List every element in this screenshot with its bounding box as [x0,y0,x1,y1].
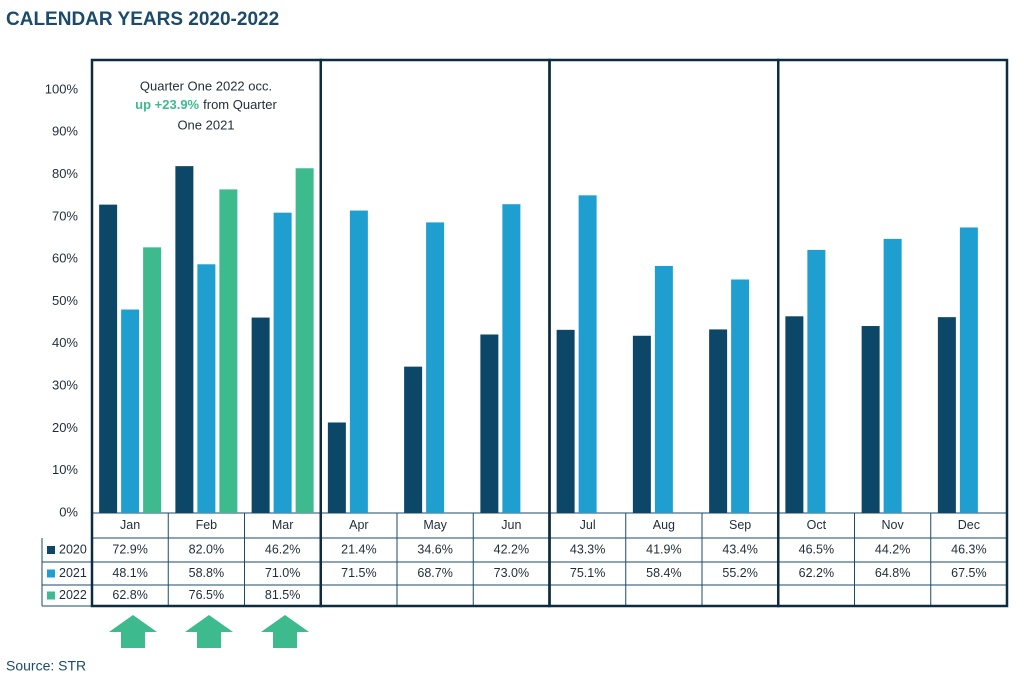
y-tick-label: 100% [45,81,79,96]
bar [937,317,956,513]
bar [654,265,673,513]
data-label: 72.9% [112,542,147,556]
bar [578,195,597,513]
data-label: 42.2% [494,542,529,556]
x-tick-label: Sep [729,518,751,532]
x-tick-label: Jun [501,518,521,532]
bar [502,204,521,513]
x-tick-label: Nov [882,518,905,532]
x-tick-label: Jan [120,518,140,532]
data-label: 76.5% [189,588,224,602]
arrows [109,615,309,648]
annotation: up +23.9% from Quarter [135,97,277,112]
source: Source: STR [6,658,86,674]
legend-label: 2020 [59,542,87,556]
data-label: 43.3% [570,542,605,556]
data-label: 67.5% [951,566,986,580]
bar [709,329,728,513]
data-label: 82.0% [189,542,224,556]
chart-title: CALENDAR YEARS 2020-2022 [6,9,279,30]
bar [251,317,270,513]
data-label: 68.7% [417,566,452,580]
annotation: One 2021 [177,117,234,132]
data-label: 71.5% [341,566,376,580]
y-tick-label: 30% [52,378,78,393]
bar [426,222,445,514]
data-label: 46.2% [265,542,300,556]
data-label: 41.9% [646,542,681,556]
annotation: Quarter One 2022 occ. [140,78,272,93]
bar [273,212,292,514]
data-label: 43.4% [722,542,757,556]
bar [175,166,194,513]
y-tick-label: 60% [52,251,78,266]
x-tick-label: May [423,518,447,532]
bar [121,309,140,513]
data-label: 21.4% [341,542,376,556]
x-tick-label: Oct [807,518,827,532]
data-label: 44.2% [875,542,910,556]
x-tick-label: Feb [196,518,218,532]
legend-label: 2021 [59,566,87,580]
legend-swatch [47,569,55,578]
bar [480,334,499,513]
bar [861,326,880,513]
y-tick-label: 50% [52,293,78,308]
data-label: 48.1% [112,566,147,580]
bar [959,227,978,513]
x-tick-label: Jul [580,518,596,532]
bar [731,279,750,513]
data-label: 73.0% [494,566,529,580]
y-tick-label: 0% [59,504,78,519]
legend-label: 2022 [59,588,87,602]
bar [785,316,804,513]
x-tick-label: Aug [653,518,675,532]
bar [99,204,118,513]
y-tick-label: 90% [52,124,78,139]
data-label: 64.8% [875,566,910,580]
bar [295,168,314,513]
bar [219,189,238,513]
bar [632,335,651,513]
data-label: 58.4% [646,566,681,580]
annotation: from Quarter [203,97,277,112]
bar [197,264,216,513]
data-label: 71.0% [265,566,300,580]
data-label: 55.2% [722,566,757,580]
x-tick-label: Apr [349,518,368,532]
x-tick-label: Dec [958,518,980,532]
bar [556,329,575,513]
arrow [109,615,157,648]
y-tick-label: 40% [52,335,78,350]
bar [143,247,162,513]
bar [807,249,826,514]
y-tick-label: 20% [52,420,78,435]
y-tick-label: 10% [52,462,78,477]
data-label: 62.2% [799,566,834,580]
bar [883,238,902,513]
bar [349,210,368,513]
annotation-highlight: up +23.9% [135,97,199,112]
data-label: 81.5% [265,588,300,602]
arrow [261,615,309,648]
y-tick-label: 80% [52,166,78,181]
bar [404,366,423,513]
legend-swatch [47,591,55,600]
data-label: 34.6% [417,542,452,556]
x-tick-label: Mar [272,518,294,532]
data-label: 46.5% [799,542,834,556]
data-label: 62.8% [112,588,147,602]
data-label: 75.1% [570,566,605,580]
quarter-box [777,58,1009,608]
y-tick-label: 70% [52,208,78,223]
legend-swatch [47,546,55,554]
arrow [185,615,233,648]
data-label: 58.8% [189,566,224,580]
bar [327,422,346,513]
data-label: 46.3% [951,542,986,556]
